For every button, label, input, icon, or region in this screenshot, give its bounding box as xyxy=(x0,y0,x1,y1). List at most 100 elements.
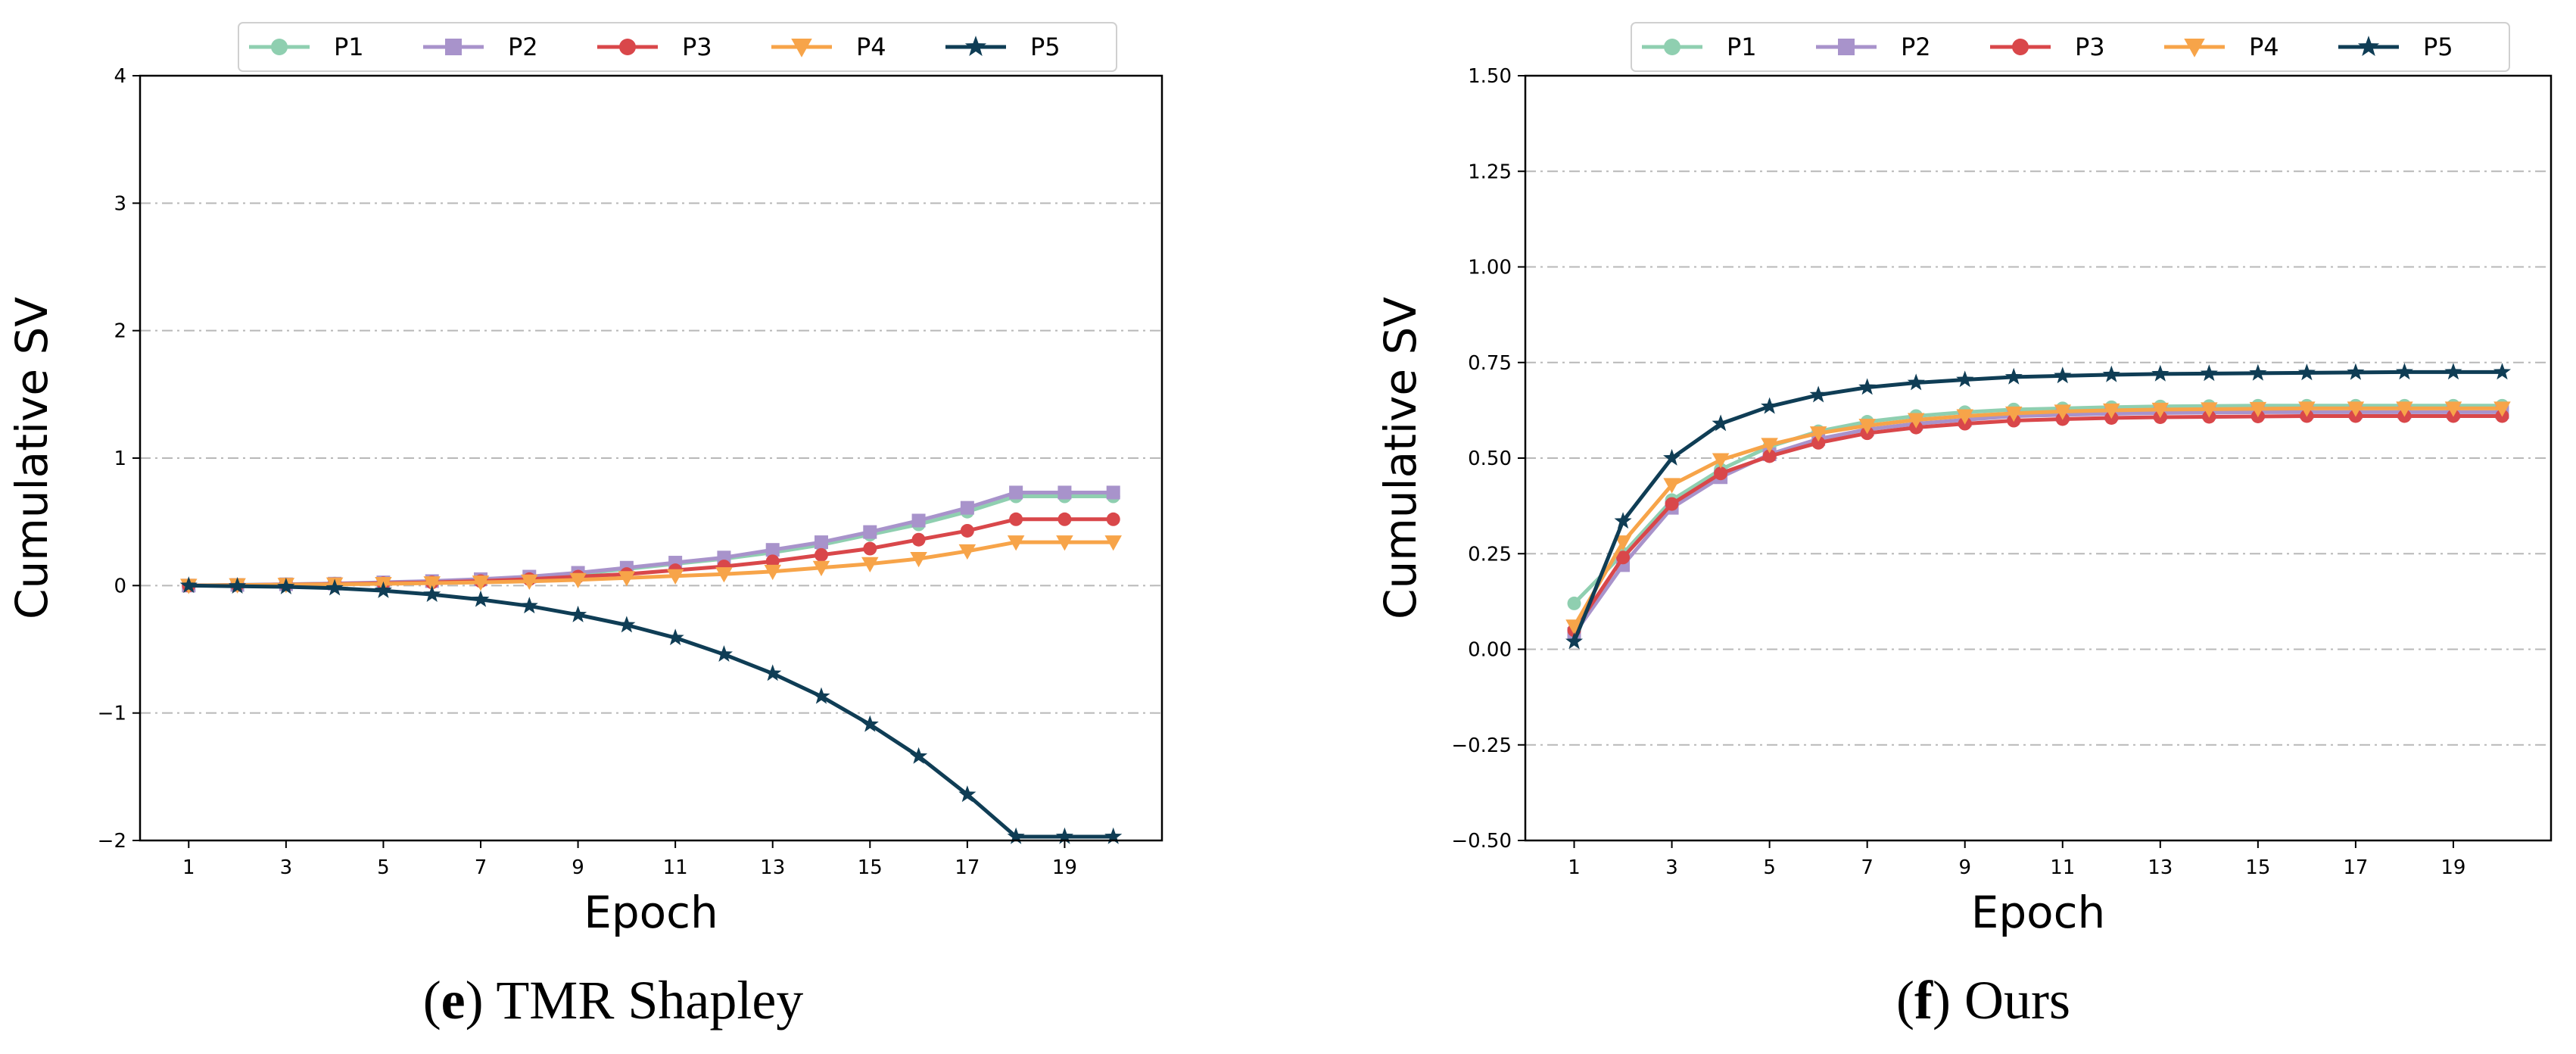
data-point-p3 xyxy=(1057,512,1072,526)
data-point-p2 xyxy=(815,535,828,550)
y-axis-label: Cumulative SV xyxy=(1375,297,1426,619)
legend-item-p5: P5 xyxy=(945,33,1061,61)
legend-marker-p1 xyxy=(271,39,288,55)
legend-item-p3: P3 xyxy=(1990,33,2105,61)
data-point-p4 xyxy=(1712,453,1730,469)
y-tick-label: 0.75 xyxy=(1468,352,1512,375)
y-tick-label: 1.00 xyxy=(1468,257,1512,279)
legend-label: P3 xyxy=(682,33,712,61)
data-point-p3 xyxy=(960,523,974,538)
x-tick-label: 17 xyxy=(955,856,980,879)
legend-label: P2 xyxy=(508,33,538,61)
legend-item-p1: P1 xyxy=(1642,33,1757,61)
y-tick-label: −0.50 xyxy=(1451,830,1512,853)
data-point-p5 xyxy=(1565,632,1584,650)
caption-title: ) TMR Shapley xyxy=(466,970,804,1031)
data-point-p5 xyxy=(861,715,879,732)
data-point-p4 xyxy=(1761,438,1778,454)
data-point-p5 xyxy=(1614,512,1632,529)
legend-marker-p2 xyxy=(1838,39,1855,55)
data-point-p4 xyxy=(812,560,830,577)
data-point-p5 xyxy=(1104,827,1123,844)
data-point-p5 xyxy=(1761,397,1779,414)
series-p5 xyxy=(179,576,1123,844)
data-point-p5 xyxy=(2444,363,2462,380)
data-point-p5 xyxy=(2395,363,2413,380)
data-point-p4 xyxy=(2201,402,2218,418)
legend-label: P5 xyxy=(2423,33,2453,61)
legend-item-p4: P4 xyxy=(2164,33,2279,61)
legend-marker-p3 xyxy=(619,39,636,55)
data-point-p5 xyxy=(472,590,490,607)
series-line-p4 xyxy=(1572,406,2503,628)
data-point-p2 xyxy=(1057,485,1072,500)
legend-item-p4: P4 xyxy=(771,33,886,61)
data-point-p2 xyxy=(863,525,877,539)
data-point-p4 xyxy=(764,564,781,581)
series-line-p2 xyxy=(1572,410,2503,635)
data-point-p2 xyxy=(1106,485,1120,500)
data-point-p4 xyxy=(1858,419,1876,435)
data-point-p5 xyxy=(2102,365,2120,382)
panel-caption: (f) Ours xyxy=(1896,970,2070,1031)
data-point-p2 xyxy=(765,543,780,557)
legend-item-p5: P5 xyxy=(2338,33,2453,61)
data-point-p4 xyxy=(1007,535,1025,551)
data-point-p5 xyxy=(1663,448,1681,466)
series-p3 xyxy=(1567,409,2509,638)
data-point-p4 xyxy=(2004,406,2023,423)
data-point-p4 xyxy=(2054,404,2072,420)
data-point-p5 xyxy=(423,585,441,602)
series-p4 xyxy=(180,535,1122,594)
series-p5 xyxy=(1565,363,2512,650)
data-point-p4 xyxy=(2493,401,2511,417)
caption-letter: f xyxy=(1914,970,1933,1031)
data-point-p4 xyxy=(2103,403,2120,419)
panel-caption: (e) TMR Shapley xyxy=(423,970,804,1031)
data-point-p3 xyxy=(1009,512,1023,526)
data-point-p4 xyxy=(521,574,538,591)
series-line-p1 xyxy=(1572,404,2503,605)
data-point-p4 xyxy=(1104,535,1122,551)
y-tick-label: 0.00 xyxy=(1468,639,1512,662)
x-tick-label: 3 xyxy=(280,856,293,879)
legend-label: P5 xyxy=(1030,33,1061,61)
x-tick-label: 19 xyxy=(2441,856,2465,879)
data-point-p5 xyxy=(715,645,733,663)
legend-marker-p3 xyxy=(2012,39,2029,55)
data-point-p5 xyxy=(326,578,344,596)
y-tick-label: 1.25 xyxy=(1468,161,1512,183)
data-point-p5 xyxy=(2297,363,2316,381)
data-point-p4 xyxy=(2444,401,2462,417)
data-point-p4 xyxy=(569,572,587,589)
data-point-p5 xyxy=(1956,370,1974,388)
y-tick-label: 1 xyxy=(114,447,126,470)
data-point-p4 xyxy=(910,551,927,568)
legend-item-p1: P1 xyxy=(249,33,364,61)
data-point-p4 xyxy=(1907,413,1925,429)
legend-item-p2: P2 xyxy=(1816,33,1931,61)
data-point-p5 xyxy=(910,747,928,764)
data-point-p5 xyxy=(520,597,538,614)
data-point-p3 xyxy=(1665,497,1679,511)
y-tick-label: 3 xyxy=(114,192,126,215)
data-point-p5 xyxy=(1055,827,1073,844)
data-point-p4 xyxy=(2396,401,2413,417)
x-tick-label: 17 xyxy=(2343,856,2368,879)
legend-marker-p5 xyxy=(964,36,987,57)
legend-marker-p4 xyxy=(791,39,812,58)
legend-marker-p2 xyxy=(445,39,462,55)
data-point-p5 xyxy=(1858,378,1877,395)
data-point-p4 xyxy=(2151,402,2170,419)
series-line-p3 xyxy=(1572,414,2503,631)
x-tick-label: 15 xyxy=(858,856,883,879)
series-p2 xyxy=(1567,405,2509,641)
data-point-p5 xyxy=(2200,364,2218,382)
data-point-p4 xyxy=(1056,535,1073,551)
data-point-p3 xyxy=(1762,449,1777,463)
legend: P1 P2 P3 P4 P5 xyxy=(238,22,1117,72)
data-point-p4 xyxy=(1809,426,1827,442)
data-point-p3 xyxy=(1616,550,1631,565)
